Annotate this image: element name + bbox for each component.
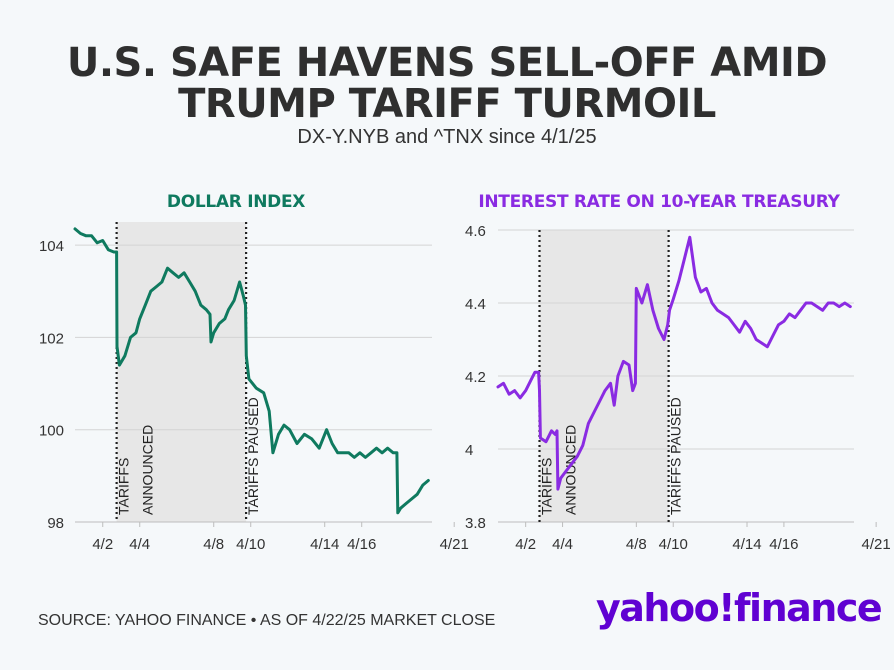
dollar-x-tick-label: 4/21 [440,536,469,553]
treasury-x-tick-label: 4/10 [659,536,688,553]
treasury-x-tick-label: 4/8 [626,536,647,553]
treasury-y-tick-label: 4.4 [465,296,486,313]
treasury-series-line [496,235,852,491]
treasury-y-tick-label: 4 [465,442,473,459]
dollar-x-tick-label: 4/16 [347,536,376,553]
dollar-x-tick-label: 4/2 [92,536,113,553]
dollar-y-tick-label: 104 [39,238,64,255]
treasury-title: INTEREST RATE ON 10-YEAR TREASURY [478,192,840,212]
treasury-y-tick-label: 4.2 [465,369,486,386]
treasury-event-label: TARIFFS [539,458,555,515]
chart-subtitle: DX-Y.NYB and ^TNX since 4/1/25 [297,126,597,148]
treasury-x-tick-label: 4/2 [515,536,536,553]
dollar-event-label: ANNOUNCED [140,425,156,515]
dollar-x-tick-label: 4/4 [129,536,150,553]
dollar-index-title: DOLLAR INDEX [166,192,306,212]
dollar-shaded-period [116,222,247,522]
yahoo-finance-logo: yahoo!finance [596,586,883,630]
dollar-x-tick-label: 4/14 [310,536,339,553]
chart-title-line-2: TRUMP TARIFF TURMOIL [178,81,716,127]
treasury-x-tick-label: 4/16 [769,536,798,553]
dollar-y-tick-label: 100 [39,423,64,440]
dollar-x-tick-label: 4/8 [203,536,224,553]
source-note: SOURCE: YAHOO FINANCE • AS OF 4/22/25 MA… [38,612,496,629]
dollar-series-line [73,227,430,515]
treasury-y-tick-label: 4.6 [465,223,486,240]
treasury-x-tick-label: 4/21 [862,536,891,553]
treasury-y-tick-label: 3.8 [465,515,486,532]
treasury-event-label: ANNOUNCED [563,425,579,515]
dollar-event-label: TARIFFS [116,458,132,515]
treasury-x-tick-label: 4/4 [552,536,573,553]
treasury-x-tick-label: 4/14 [732,536,761,553]
treasury-event-label: TARIFFS PAUSED [668,397,684,515]
dollar-y-tick-label: 102 [39,330,64,347]
dollar-y-tick-label: 98 [47,515,64,532]
dollar-x-tick-label: 4/10 [236,536,265,553]
chart-title-line-1: U.S. SAFE HAVENS SELL-OFF AMID [66,40,828,86]
dollar-event-label: TARIFFS PAUSED [245,397,261,515]
